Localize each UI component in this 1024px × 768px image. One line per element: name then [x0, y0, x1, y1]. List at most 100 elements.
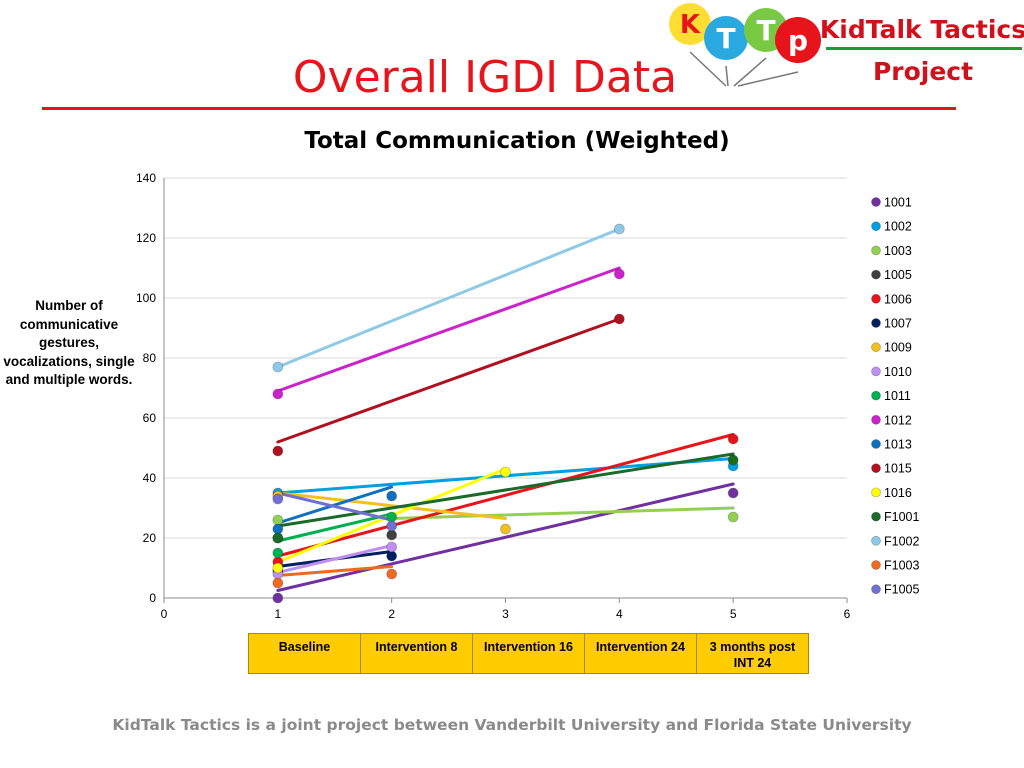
x-tick-label: 1: [274, 607, 281, 621]
chart-title: Total Communication (Weighted): [304, 128, 730, 154]
legend-label-F1005: F1005: [884, 583, 919, 597]
legend-marker-1005: [871, 269, 881, 280]
data-point-1013: [386, 490, 398, 502]
y-tick-label: 120: [136, 231, 156, 245]
legend-marker-F1001: [871, 511, 881, 522]
trendline-F1005: [276, 491, 394, 522]
logo-subtitle: Project: [873, 57, 973, 86]
balloon-letter-p: p: [788, 24, 808, 57]
phase-table: Baseline Intervention 8 Intervention 16 …: [248, 633, 809, 674]
x-tick-label: 2: [388, 607, 395, 621]
legend-marker-1006: [871, 293, 881, 304]
phase-intervention-24: Intervention 24: [584, 633, 697, 674]
legend-marker-1009: [871, 342, 881, 353]
data-point-1001: [727, 487, 739, 499]
x-tick-label: 0: [161, 607, 168, 621]
legend-label-1007: 1007: [884, 317, 912, 331]
balloon-red-icon: [775, 17, 821, 63]
data-point-F1002: [272, 361, 284, 373]
balloon-letter-k: K: [680, 10, 701, 40]
data-point-1003: [272, 514, 284, 526]
data-point-1011: [272, 547, 284, 559]
legend-label-F1003: F1003: [884, 559, 919, 573]
data-point-1009: [500, 523, 511, 535]
data-point-1006: [727, 433, 739, 445]
legend-marker-1001: [871, 197, 881, 207]
legend-marker-1016: [871, 487, 881, 498]
footer-credit: KidTalk Tactics is a joint project betwe…: [112, 716, 912, 734]
trendline-1015: [276, 317, 621, 444]
balloon-blue-icon: [704, 16, 748, 60]
legend-label-1016: 1016: [884, 486, 912, 500]
trendline-F1003: [276, 565, 394, 577]
legend-label-1001: 1001: [884, 196, 912, 210]
legend-marker-1010: [871, 366, 881, 377]
trendline-1001: [276, 482, 735, 592]
data-point-F1001: [272, 532, 284, 544]
y-tick-label: 140: [136, 171, 156, 185]
x-tick-label: 4: [616, 607, 623, 621]
trendline-1012: [276, 266, 621, 393]
data-point-1003: [727, 511, 739, 523]
data-point-1012: [613, 268, 625, 280]
legend-marker-1007: [871, 318, 881, 328]
data-point-1016: [272, 562, 284, 574]
y-tick-label: 80: [143, 351, 157, 365]
trendline-F1002: [276, 227, 621, 369]
legend-label-F1001: F1001: [884, 510, 919, 524]
legend-label-1003: 1003: [884, 244, 912, 258]
legend-label-1012: 1012: [884, 413, 912, 427]
phase-baseline: Baseline: [248, 633, 361, 674]
data-point-1015: [272, 445, 284, 457]
data-point-1013: [272, 523, 284, 535]
y-tick-label: 100: [136, 291, 156, 305]
legend-label-1010: 1010: [884, 365, 912, 379]
y-tick-label: 60: [143, 411, 157, 425]
phase-3-months-post: 3 months post INT 24: [696, 633, 809, 674]
y-tick-label: 20: [143, 531, 157, 545]
legend-label-1009: 1009: [884, 341, 912, 355]
legend-label-1006: 1006: [884, 292, 912, 306]
data-point-1010: [386, 541, 398, 553]
legend-marker-F1002: [871, 535, 881, 546]
legend-label-1015: 1015: [884, 462, 912, 476]
x-tick-label: 6: [844, 607, 851, 621]
data-point-F1002: [613, 223, 625, 235]
data-point-1001: [272, 592, 284, 604]
data-point-F1005: [272, 493, 284, 505]
data-point-F1003: [272, 577, 284, 589]
data-point-1016: [500, 466, 511, 478]
legend-label-1011: 1011: [884, 389, 911, 403]
data-point-1011: [386, 511, 398, 523]
trendline-1009: [276, 491, 507, 520]
legend-label-F1002: F1002: [884, 534, 919, 548]
legend-marker-1015: [871, 463, 881, 474]
legend-label-1005: 1005: [884, 268, 912, 282]
kidtalk-tactics-logo: K T T p KidTalk Tactics Project: [669, 3, 1024, 87]
trendline-1006: [276, 433, 735, 558]
data-point-F1005: [386, 520, 398, 532]
title-divider: [42, 107, 956, 110]
data-point-F1003: [386, 568, 398, 580]
balloon-letter-t2: T: [756, 14, 775, 47]
trendline-1011: [276, 512, 394, 543]
balloon-strings-icon: [689, 51, 799, 87]
phase-intervention-8: Intervention 8: [360, 633, 473, 674]
legend-marker-1002: [871, 221, 881, 232]
logo-rule: [826, 47, 1022, 50]
y-tick-label: 0: [149, 591, 156, 605]
legend-marker-1011: [871, 390, 881, 401]
trendline-1003: [390, 506, 735, 520]
legend-marker-F1003: [871, 560, 881, 570]
logo-title: KidTalk Tactics: [820, 15, 1024, 44]
y-tick-label: 40: [143, 471, 157, 485]
legend-marker-1003: [871, 245, 881, 256]
data-point-1015: [613, 313, 625, 325]
data-point-1012: [272, 388, 284, 400]
balloon-yellow-icon: [669, 3, 711, 45]
trendline-F1001: [276, 452, 735, 528]
data-point-F1001: [727, 454, 739, 466]
y-axis-label: Number of communicative gestures, vocali…: [3, 298, 135, 387]
data-point-1005: [386, 529, 398, 541]
